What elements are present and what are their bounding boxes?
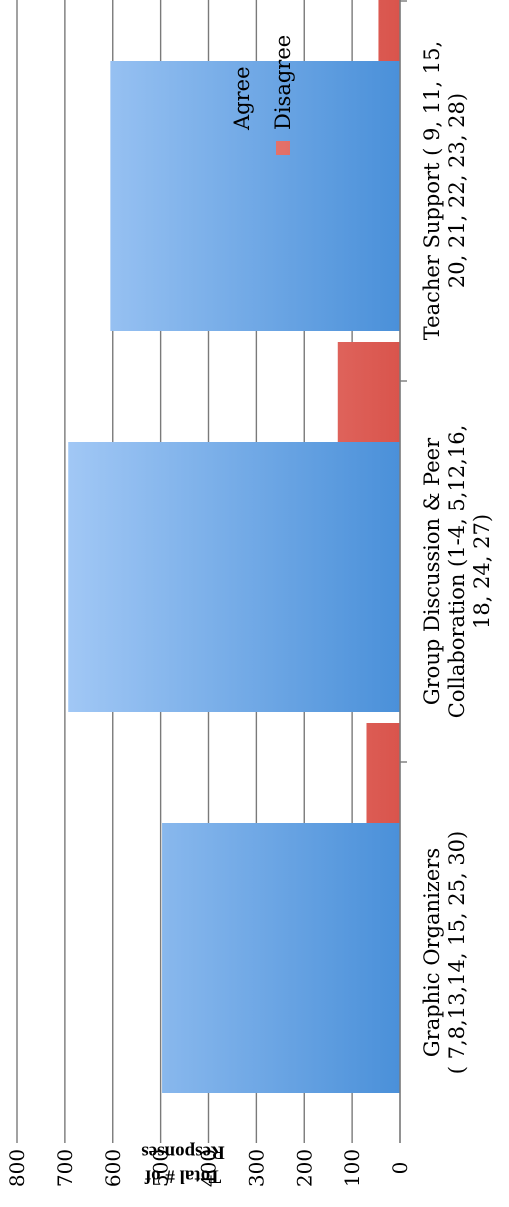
y-axis-title-line: Responses [141,1142,224,1163]
category-label-2: Teacher Support ( 9, 11, 15, 20, 21, 22, … [420,41,469,340]
category-labels: Graphic Organizers( 7,8,13,14, 15, 25, 3… [420,41,494,1074]
y-tick-label: 600 [101,1149,125,1187]
y-tick-labels: 0 100 200 300 400 500 600 700 800 [5,1149,412,1187]
bar-agree-1 [68,442,400,712]
y-axis-title-line: Total # of [144,1166,221,1187]
y-axis-label: Total # of Responses [141,1142,224,1187]
category-label-line: Group Discussion & Peer [420,437,444,705]
y-tick-label: 100 [340,1149,364,1187]
category-label-line: Teacher Support ( 9, 11, 15, [420,41,444,340]
legend-label-disagree: Disagree [271,35,295,130]
category-label-line: ( 7,8,13,14, 15, 25, 30) [445,831,469,1074]
bar-disagree-0 [366,723,400,823]
bars [68,0,400,1093]
axes [399,0,407,1143]
y-tick-label: 800 [5,1149,29,1187]
y-axis-title: Total # of Responses [141,1142,224,1187]
category-label-0: Graphic Organizers( 7,8,13,14, 15, 25, 3… [420,831,469,1074]
legend: Agree Disagree [230,35,295,155]
y-tick-label: 300 [244,1149,268,1187]
y-tick-label: 400 [197,1149,221,1187]
y-tick-label: 700 [53,1149,77,1187]
y-tick-label: 200 [292,1149,316,1187]
bar-agree-2 [110,61,400,331]
legend-swatch-disagree [276,141,290,155]
y-tick-label: 0 [388,1162,412,1175]
category-label-line: Graphic Organizers [420,848,444,1057]
bar-disagree-1 [337,342,400,442]
bar-disagree-2 [378,0,400,61]
category-label-1: Group Discussion & Peer Collaboration (1-… [420,425,494,719]
y-tick-label: 500 [149,1149,173,1187]
category-label-line: 20, 21, 22, 23, 28) [445,93,469,288]
bar-agree-0 [162,823,400,1093]
legend-swatch-agree [235,141,249,155]
category-label-line: 18, 24, 27) [470,514,494,629]
category-label-line: Collaboration (1-4, 5,12,16, [445,425,469,719]
legend-label-agree: Agree [230,66,254,131]
